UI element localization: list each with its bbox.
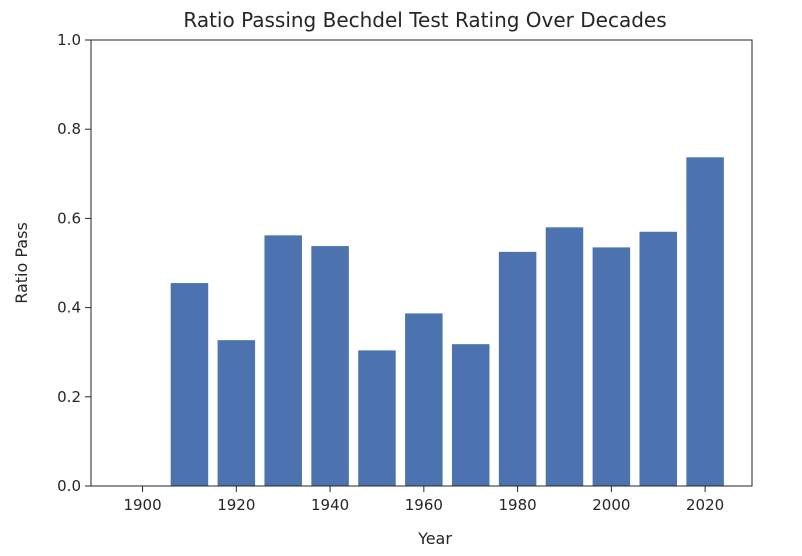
bar-2020 — [686, 157, 724, 486]
x-tick-label: 1980 — [499, 496, 537, 514]
bar-1990 — [545, 227, 584, 486]
x-axis-label: Year — [417, 529, 452, 548]
y-tick-label: 0.4 — [57, 299, 81, 317]
y-tick-label: 0.6 — [57, 209, 81, 227]
x-tick-label: 1920 — [217, 496, 255, 514]
bar-1930 — [264, 235, 302, 486]
bar-1960 — [405, 313, 443, 486]
x-tick-label: 2000 — [592, 496, 630, 514]
y-axis-label: Ratio Pass — [12, 222, 31, 304]
chart-title: Ratio Passing Bechdel Test Rating Over D… — [183, 8, 666, 32]
y-tick-label: 1.0 — [57, 31, 81, 49]
bars-group — [170, 157, 724, 486]
x-tick-label: 2020 — [686, 496, 724, 514]
bar-1910 — [170, 283, 209, 486]
y-tick-label: 0.0 — [57, 477, 81, 495]
bar-2000 — [592, 247, 631, 486]
y-tick-label: 0.2 — [57, 388, 81, 406]
x-tick-label: 1900 — [123, 496, 161, 514]
bar-1950 — [358, 350, 396, 486]
y-axis-ticks: 0.0 0.2 0.4 0.6 0.8 1.0 — [57, 31, 91, 495]
bar-1940 — [311, 246, 349, 486]
y-tick-label: 0.8 — [57, 120, 81, 138]
x-tick-label: 1960 — [405, 496, 443, 514]
bar-1980 — [498, 251, 537, 486]
bar-2010 — [639, 231, 677, 486]
plot-frame — [90, 39, 753, 487]
x-tick-label: 1940 — [311, 496, 349, 514]
bar-1920 — [217, 340, 256, 486]
x-axis-ticks: 1900 1920 1940 1960 1980 2000 2020 — [123, 486, 724, 514]
bar-1970 — [451, 344, 490, 486]
